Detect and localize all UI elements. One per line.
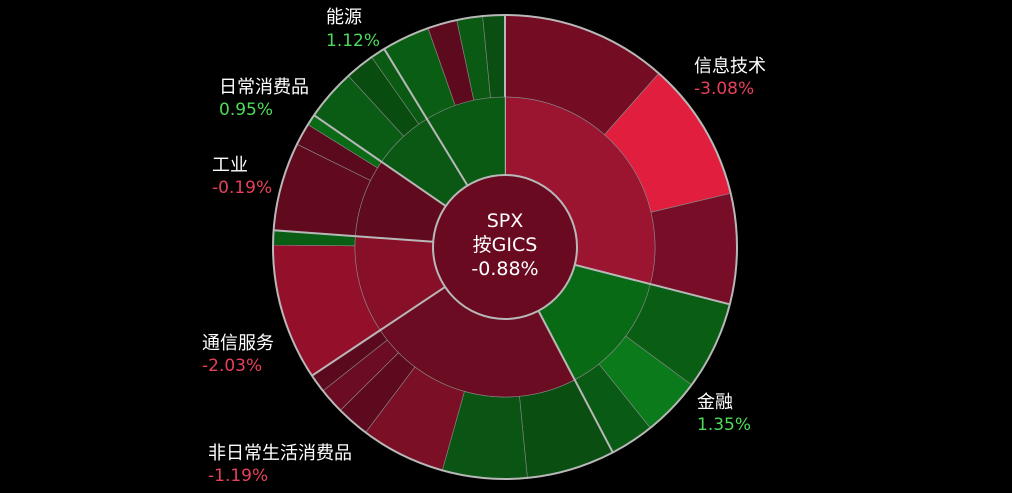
- sector-value-consumer-staples: 0.95%: [219, 100, 273, 120]
- center-title: SPX: [487, 210, 524, 232]
- sector-label-consumer-discretionary: 非日常生活消费品: [208, 443, 352, 464]
- sector-divider-industrials: [273, 229, 434, 243]
- middle-ring: [273, 15, 731, 453]
- sector-value-communication: -2.03%: [202, 356, 262, 376]
- sector-label-energy: 能源: [326, 7, 362, 28]
- sector-value-info-tech: -3.08%: [694, 79, 754, 99]
- sector-label-info-tech: 信息技术: [694, 56, 766, 77]
- outer-ring: [272, 14, 738, 480]
- sector-divider-financials: [574, 263, 731, 306]
- sector-divider-consumer-staples: [313, 114, 447, 207]
- sector-label-communication: 通信服务: [202, 333, 274, 354]
- sector-divider-communication: [311, 286, 446, 377]
- sector-label-financials: 金融: [697, 392, 733, 413]
- outer-border-circle: [272, 14, 738, 480]
- sector-label-consumer-staples: 日常消费品: [219, 77, 309, 98]
- sector-value-energy: 1.12%: [326, 31, 380, 51]
- center-value: -0.88%: [471, 258, 538, 280]
- sector-divider-consumer-discretionary: [537, 310, 614, 453]
- sector-label-industrials: 工业: [212, 155, 248, 176]
- sector-value-financials: 1.35%: [697, 415, 751, 435]
- sector-divider-energy: [383, 48, 469, 187]
- sector-value-industrials: -0.19%: [212, 178, 272, 198]
- center-subtitle: 按GICS: [473, 234, 538, 256]
- sector-value-consumer-discretionary: -1.19%: [208, 466, 268, 486]
- center-circle: [432, 174, 578, 320]
